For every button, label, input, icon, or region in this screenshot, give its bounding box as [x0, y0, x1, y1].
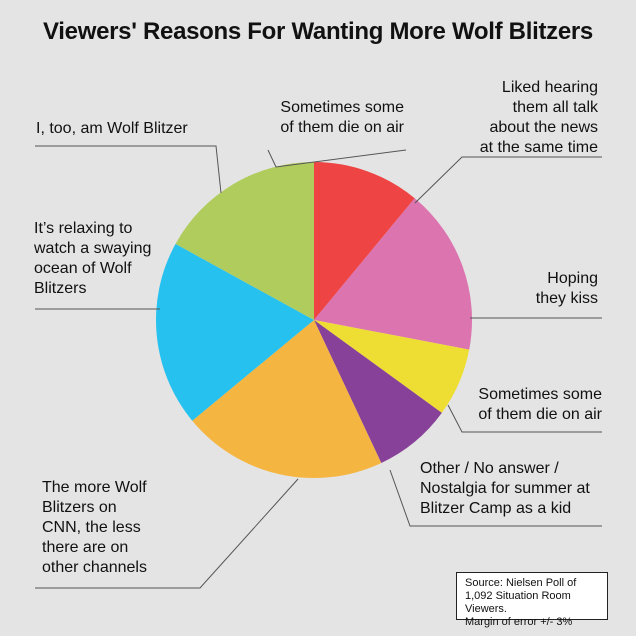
slice-label-too-am: I, too, am Wolf Blitzer [36, 120, 188, 137]
pie-slice-7 [175, 162, 314, 320]
leader-line-other [389, 469, 602, 527]
leader-line-die-on-air-top [267, 149, 407, 168]
source-note: Source: Nielsen Poll of 1,092 Situation … [456, 572, 608, 628]
slice-label-liked-hearing: Liked hearing them all talk about the ne… [479, 79, 598, 156]
pie-slice-4 [314, 320, 442, 463]
slice-label-die-on-air-top: Sometimes some of them die on air [280, 99, 404, 136]
leader-line-liked-hearing [414, 156, 602, 204]
pie-slice-2 [314, 198, 472, 350]
pie-slice-6 [155, 243, 314, 421]
pie-slice-5 [192, 320, 382, 478]
slice-label-other: Other / No answer / Nostalgia for summer… [420, 460, 590, 517]
slice-label-hoping-kiss: Hoping they kiss [535, 270, 598, 307]
leader-line-more-wolf [35, 478, 299, 589]
leader-line-too-am [35, 145, 222, 194]
leader-line-die-on-air-bottom [447, 404, 602, 433]
slice-label-relaxing: It’s relaxing to watch a swaying ocean o… [34, 220, 152, 297]
slice-label-more-wolf: The more Wolf Blitzers on CNN, the less … [42, 479, 147, 576]
chart-title: Viewers' Reasons For Wanting More Wolf B… [43, 18, 593, 45]
slice-label-die-on-air-bottom: Sometimes some of them die on air [478, 386, 602, 423]
pie-slice-3 [314, 320, 470, 413]
pie-slice-0 [314, 162, 415, 320]
